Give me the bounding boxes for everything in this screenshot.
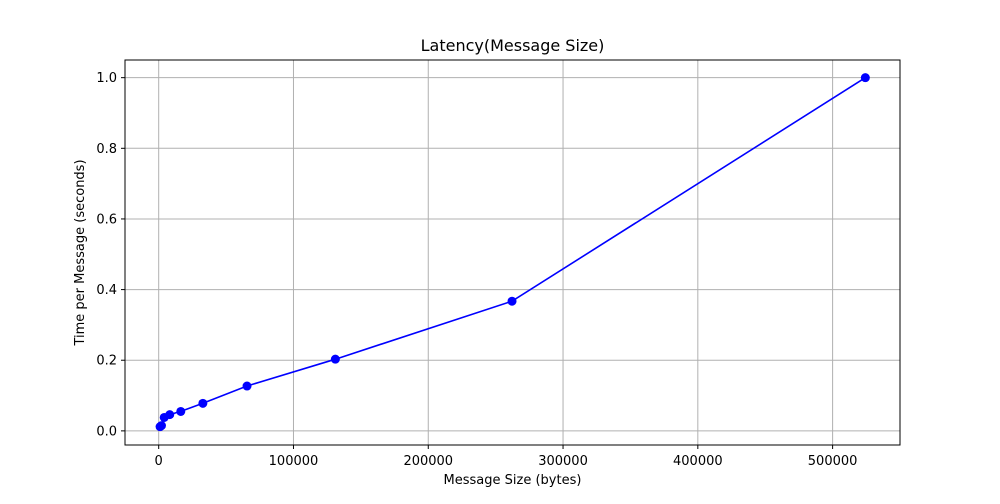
x-tick-label: 0	[155, 454, 163, 469]
data-point	[860, 73, 870, 83]
x-tick-label: 500000	[808, 454, 858, 469]
x-tick-label: 200000	[403, 454, 453, 469]
chart-title: Latency(Message Size)	[421, 36, 605, 55]
y-tick-label: 0.0	[96, 424, 117, 439]
series-layer	[155, 73, 870, 432]
axis-ticks: 0 100000 200000 300000 400000 500000 0.0 0.2 0.4…	[96, 71, 857, 469]
y-tick-label: 0.2	[96, 354, 117, 369]
data-point	[198, 398, 208, 408]
data-point	[507, 296, 517, 306]
data-point	[165, 410, 175, 420]
grid	[125, 60, 900, 445]
data-point	[242, 381, 252, 391]
data-point	[176, 406, 186, 416]
data-point	[330, 354, 340, 364]
y-tick-label: 0.6	[96, 212, 117, 227]
y-tick-label: 0.4	[96, 283, 117, 298]
x-tick-label: 400000	[673, 454, 723, 469]
x-axis-label: Message Size (bytes)	[444, 473, 582, 488]
plot-area-frame	[124, 59, 901, 446]
y-tick-label: 1.0	[96, 71, 117, 86]
x-tick-label: 300000	[538, 454, 588, 469]
x-tick-label: 100000	[269, 454, 319, 469]
y-axis-label: Time per Message (seconds)	[73, 159, 88, 346]
series-line	[159, 77, 866, 428]
data-point	[156, 421, 166, 431]
y-tick-label: 0.8	[96, 142, 117, 157]
